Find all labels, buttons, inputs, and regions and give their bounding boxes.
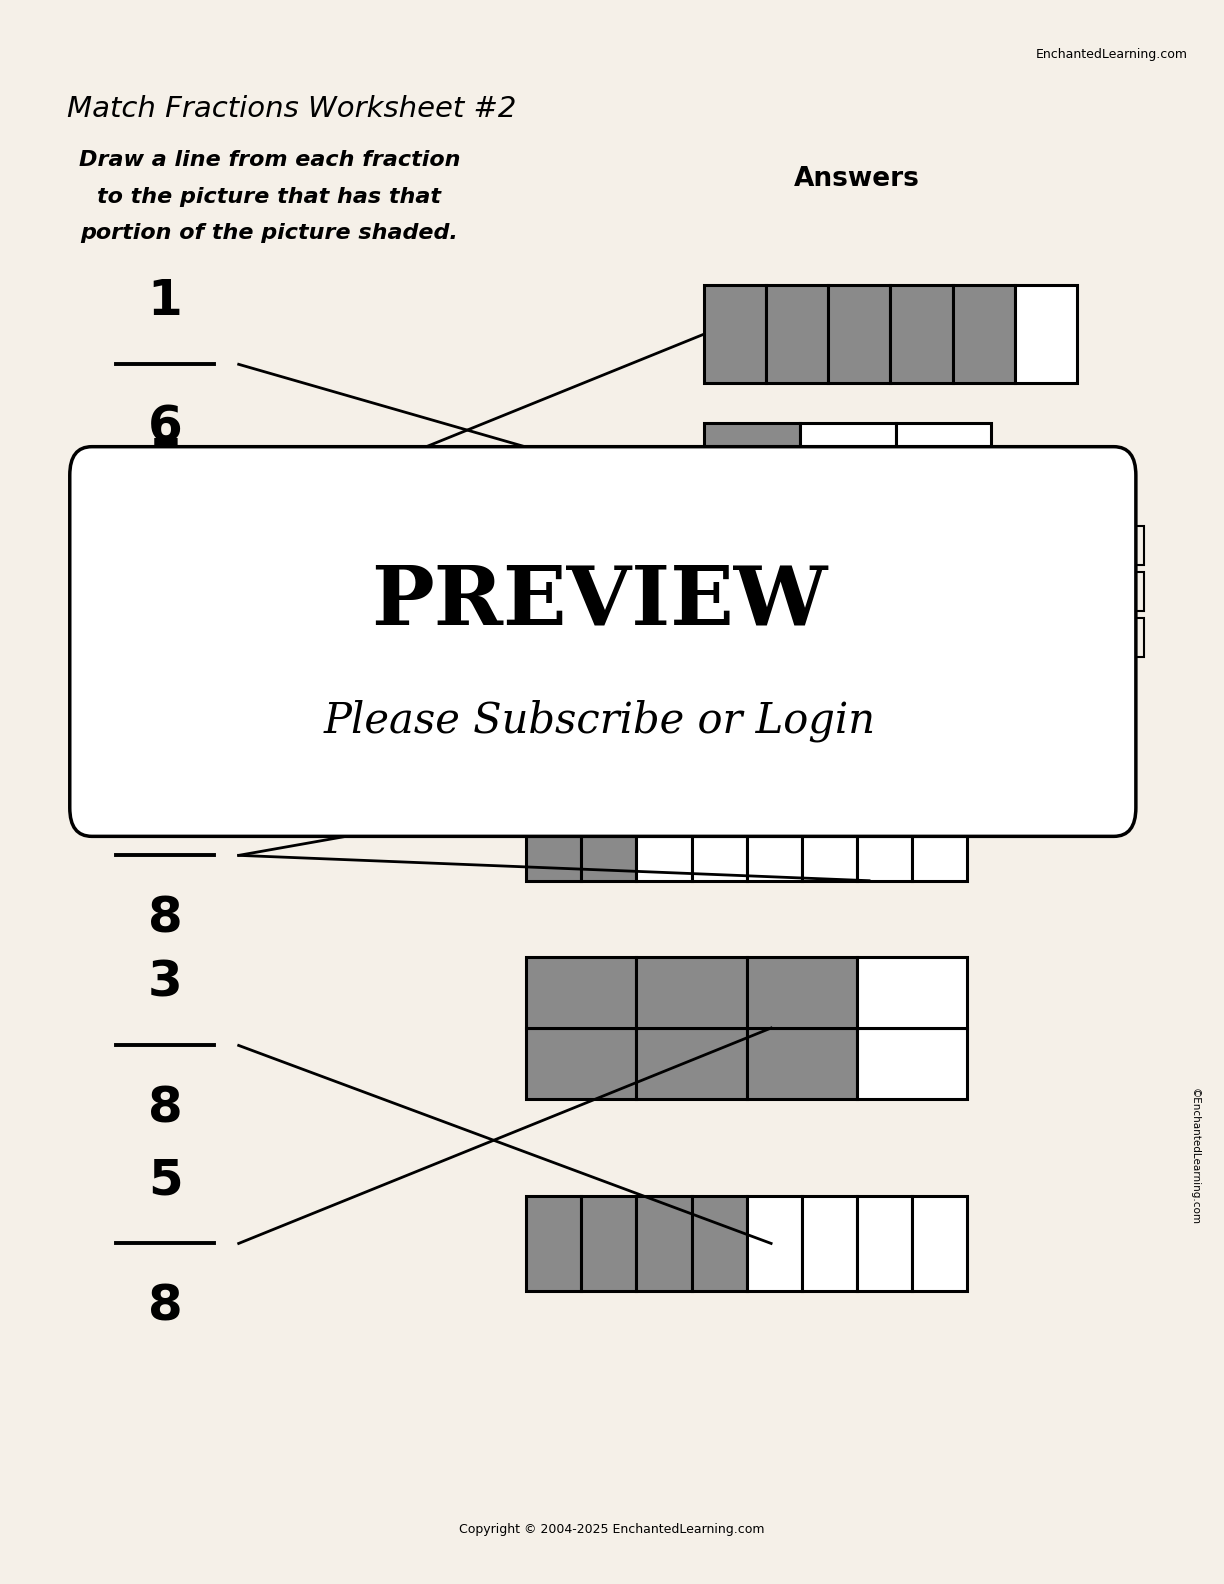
Text: 1: 1 <box>148 277 182 325</box>
Bar <box>766 285 829 383</box>
Text: 1: 1 <box>148 768 182 816</box>
Bar <box>843 618 890 705</box>
Bar <box>1015 285 1077 383</box>
Text: 8: 8 <box>148 1283 182 1331</box>
Bar <box>526 1196 581 1291</box>
Bar <box>938 618 984 705</box>
Text: 5: 5 <box>148 436 182 483</box>
Bar <box>747 1196 802 1291</box>
Bar <box>1114 572 1144 611</box>
Bar <box>1114 618 1144 657</box>
Text: EnchantedLearning.com: EnchantedLearning.com <box>1036 48 1187 60</box>
Bar <box>890 285 952 383</box>
Bar <box>526 1028 636 1099</box>
Bar <box>857 786 912 881</box>
Bar <box>747 1028 857 1099</box>
Text: 8: 8 <box>148 1085 182 1133</box>
Bar <box>857 1028 967 1099</box>
Bar <box>526 957 636 1028</box>
Bar <box>857 957 967 1028</box>
Bar <box>692 786 747 881</box>
Bar <box>797 618 843 705</box>
Bar <box>912 1196 967 1291</box>
Bar <box>704 285 766 383</box>
Text: Answers: Answers <box>794 166 919 192</box>
Bar <box>692 1196 747 1291</box>
Text: portion of the picture shaded.: portion of the picture shaded. <box>81 223 458 244</box>
Text: 8: 8 <box>148 895 182 942</box>
Bar <box>984 618 1031 705</box>
Bar <box>747 957 857 1028</box>
Bar <box>526 786 581 881</box>
Bar <box>636 957 747 1028</box>
Text: Draw a line from each fraction: Draw a line from each fraction <box>78 150 460 171</box>
Bar <box>581 786 636 881</box>
Bar <box>1031 618 1077 705</box>
Bar <box>829 285 890 383</box>
Bar <box>896 497 991 573</box>
Text: 3: 3 <box>148 958 182 1006</box>
Text: Match Fractions Worksheet #2: Match Fractions Worksheet #2 <box>67 95 517 124</box>
Text: 5: 5 <box>148 1156 182 1204</box>
FancyBboxPatch shape <box>70 447 1136 836</box>
Bar <box>704 497 799 573</box>
Bar <box>799 423 896 497</box>
Bar <box>636 1196 692 1291</box>
Bar <box>704 423 799 497</box>
Bar <box>704 618 750 705</box>
Bar <box>747 786 802 881</box>
Bar <box>802 786 857 881</box>
Bar <box>952 285 1015 383</box>
Bar <box>750 618 797 705</box>
Bar <box>896 423 991 497</box>
Bar <box>581 1196 636 1291</box>
Text: 6: 6 <box>148 562 182 610</box>
Bar <box>802 1196 857 1291</box>
Bar <box>799 497 896 573</box>
Bar <box>1114 526 1144 565</box>
Bar <box>912 786 967 881</box>
Text: PREVIEW: PREVIEW <box>372 562 827 642</box>
Text: Copyright © 2004-2025 EnchantedLearning.com: Copyright © 2004-2025 EnchantedLearning.… <box>459 1524 765 1536</box>
Bar <box>890 618 938 705</box>
Text: ©EnchantedLearning.com: ©EnchantedLearning.com <box>1190 1088 1200 1224</box>
Bar <box>636 1028 747 1099</box>
Text: Please Subscribe or Login: Please Subscribe or Login <box>324 700 875 741</box>
Bar <box>636 786 692 881</box>
Text: to the picture that has that: to the picture that has that <box>97 187 442 208</box>
Text: 6: 6 <box>148 404 182 451</box>
Bar <box>857 1196 912 1291</box>
